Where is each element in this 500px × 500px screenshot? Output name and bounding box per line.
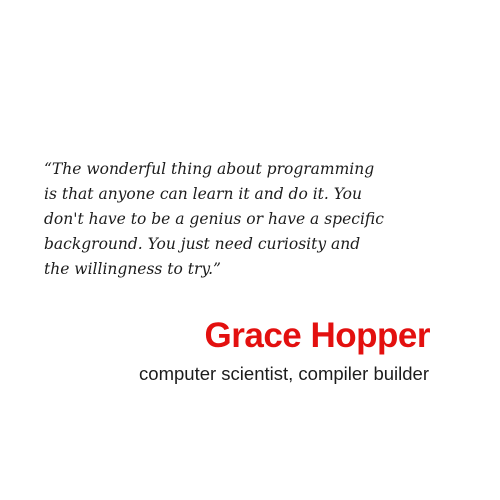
author-title: computer scientist, compiler builder (139, 363, 429, 384)
quote-line: don't have to be a genius or have a spec… (44, 210, 384, 228)
author-name: Grace Hopper (204, 316, 431, 355)
quote-text: “The wonderful thing about programming i… (44, 157, 464, 282)
quote-line: is that anyone can learn it and do it. Y… (44, 185, 362, 203)
quote-line: the willingness to try.” (44, 260, 221, 278)
quote-line: background. You just need curiosity and (44, 235, 361, 253)
quote-line: “The wonderful thing about programming (44, 160, 375, 178)
